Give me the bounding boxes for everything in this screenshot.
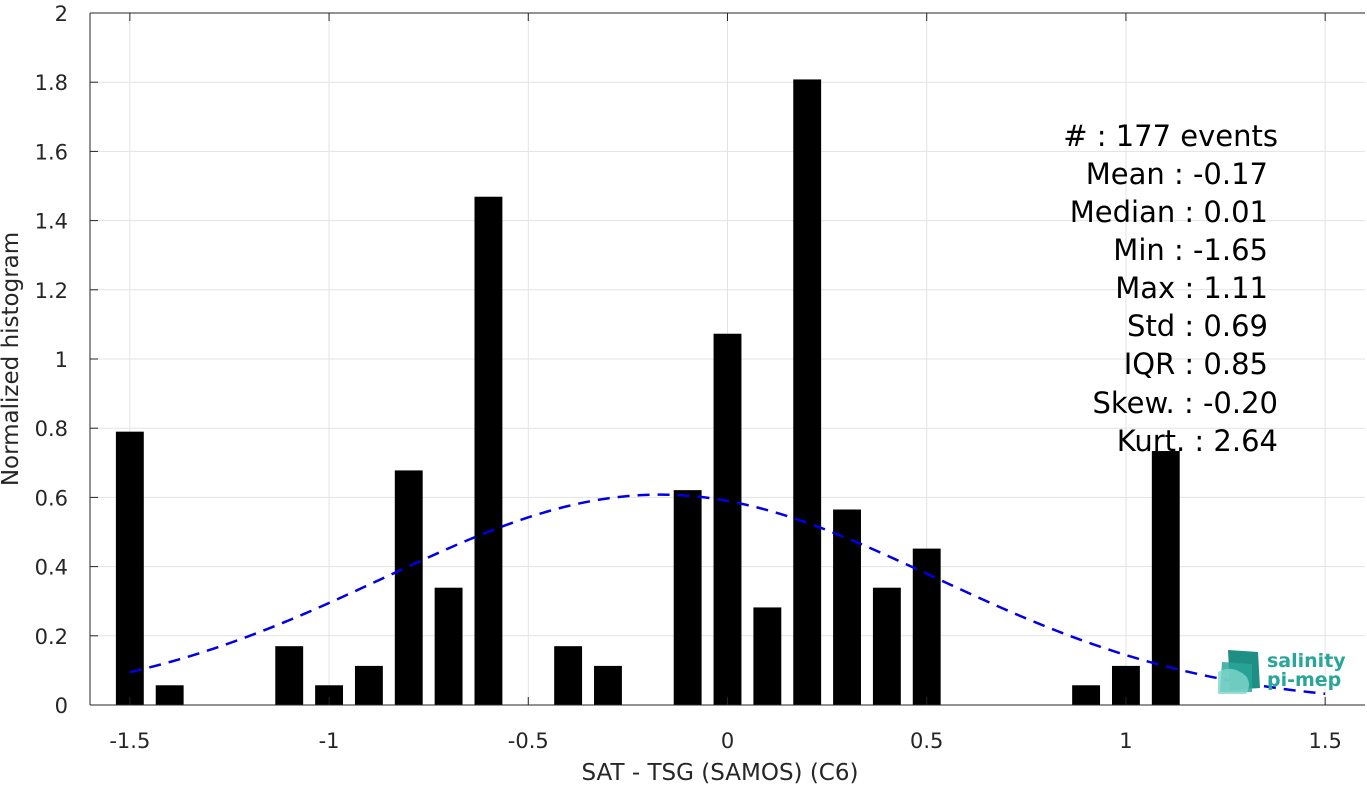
y-tick-label: 0 [55, 694, 68, 718]
x-tick-label: -1 [319, 729, 340, 753]
y-tick-labels: 0 0.2 0.4 0.6 0.8 1 1.2 1.4 1.6 1.8 2 [35, 2, 68, 718]
y-tick-label: 0.2 [35, 625, 68, 649]
wave-logo-icon [1218, 650, 1260, 694]
histogram-bar [594, 665, 622, 705]
x-tick-labels: -1.5 -1 -0.5 0 0.5 1 1.5 [109, 729, 1342, 753]
y-tick-label: 0.4 [35, 556, 68, 580]
bars [115, 79, 1180, 705]
histogram-bar [912, 548, 941, 705]
histogram-bar [1072, 685, 1101, 705]
stats-line-mean: Mean : -0.17 [1086, 157, 1268, 191]
y-tick-label: 1.4 [35, 210, 68, 234]
stats-line-min: Min : -1.65 [1113, 233, 1268, 267]
stats-line-median: Median : 0.01 [1070, 195, 1268, 229]
histogram-bar [155, 685, 184, 705]
histogram-bar [115, 431, 144, 705]
stats-line-events: # : 177 events [1063, 119, 1278, 153]
stats-line-kurt: Kurt. : 2.64 [1117, 424, 1278, 458]
axes [89, 12, 1365, 706]
histogram-bar [753, 607, 782, 705]
x-tick-label: -1.5 [109, 729, 150, 753]
x-tick-label: 0.5 [910, 729, 943, 753]
y-tick-label: 0.6 [35, 486, 68, 510]
y-tick-label: 2 [55, 2, 68, 26]
y-tick-label: 0.8 [35, 417, 68, 441]
gaussian-fit-curve [129, 493, 1326, 695]
histogram-bar [1151, 451, 1180, 705]
x-tick-label: 1.5 [1308, 729, 1341, 753]
histogram-bar [833, 509, 861, 705]
stats-line-iqr: IQR : 0.85 [1124, 347, 1268, 381]
histogram-bar [713, 333, 742, 705]
stats-line-skew: Skew. : -0.20 [1092, 386, 1278, 420]
histogram-bar [354, 665, 383, 705]
stats-line-max: Max : 1.11 [1115, 271, 1268, 305]
histogram-bar [673, 490, 702, 705]
histogram-bar [434, 587, 463, 705]
x-tick-label: -0.5 [508, 729, 549, 753]
histogram-bar [554, 646, 583, 705]
histogram-bar [394, 470, 423, 705]
x-axis-label: SAT - TSG (SAMOS) (C6) [582, 760, 859, 785]
salinity-pi-mep-logo: salinity pi-mep [1218, 650, 1346, 694]
histogram-bar [275, 646, 304, 705]
y-tick-label: 1 [55, 348, 68, 372]
histogram-bar [315, 685, 344, 705]
histogram-bar [872, 587, 901, 705]
x-tick-label: 1 [1119, 729, 1132, 753]
stats-box: # : 177 events Mean : -0.17 Median : 0.0… [1063, 119, 1278, 458]
y-tick-label: 1.6 [35, 140, 68, 164]
logo-line-2: pi-mep [1267, 669, 1341, 691]
logo-line-1: salinity [1267, 650, 1346, 672]
histogram-bar [474, 196, 503, 705]
y-tick-label: 1.8 [35, 71, 68, 95]
y-tick-label: 1.2 [35, 279, 68, 303]
x-tick-label: 0 [721, 729, 734, 753]
histogram-bar [793, 79, 822, 705]
y-axis-label: Normalized histogram [0, 232, 24, 486]
stats-line-std: Std : 0.69 [1127, 309, 1268, 343]
